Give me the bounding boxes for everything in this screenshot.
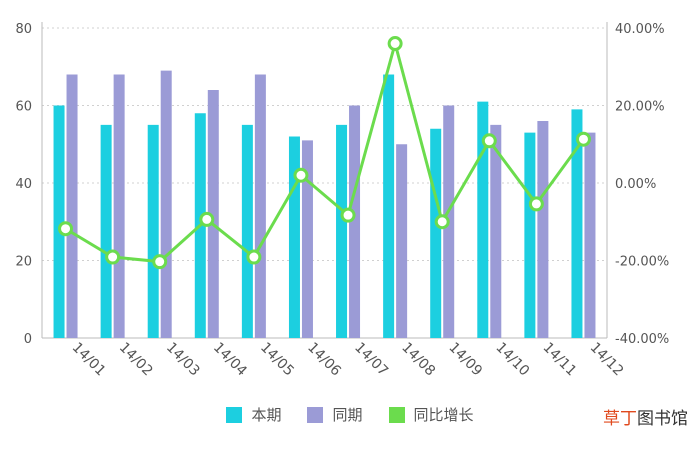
growth-point[interactable] xyxy=(528,196,544,212)
bar-prior[interactable] xyxy=(349,105,361,339)
bar-prior[interactable] xyxy=(66,74,78,339)
bar-prior[interactable] xyxy=(113,74,125,339)
bar-current[interactable] xyxy=(288,136,300,339)
bar-current[interactable] xyxy=(336,124,348,338)
y-right-tick-label: 40.00% xyxy=(615,22,665,37)
x-tick-label: 14/08 xyxy=(398,340,438,380)
bar-prior[interactable] xyxy=(490,124,502,338)
bar-prior[interactable] xyxy=(301,140,313,338)
bar-current[interactable] xyxy=(430,128,442,338)
x-tick-label: 14/06 xyxy=(304,340,344,380)
growth-point[interactable] xyxy=(199,211,215,227)
growth-point[interactable] xyxy=(58,221,74,237)
growth-point[interactable] xyxy=(152,254,168,270)
y-left-tick-label: 0 xyxy=(24,332,32,347)
bar-current[interactable] xyxy=(571,109,583,338)
x-tick-label: 14/09 xyxy=(445,340,485,380)
y-right-tick-label: 20.00% xyxy=(615,100,665,115)
legend-swatch-prior xyxy=(307,406,324,423)
growth-point[interactable] xyxy=(340,207,356,223)
bar-current[interactable] xyxy=(477,101,489,338)
growth-point[interactable] xyxy=(434,214,450,230)
legend-label-current: 本期 xyxy=(251,406,282,424)
x-tick-label: 14/01 xyxy=(69,340,109,380)
bar-prior[interactable] xyxy=(584,132,596,338)
x-tick-label: 14/04 xyxy=(210,340,250,380)
legend-swatch-growth xyxy=(388,406,405,423)
bar-current[interactable] xyxy=(241,124,253,338)
x-tick-label: 14/05 xyxy=(257,340,297,380)
growth-point[interactable] xyxy=(293,167,309,183)
axes xyxy=(41,22,608,339)
watermark: 草丁图书馆 xyxy=(603,404,688,429)
grid-lines xyxy=(42,27,607,261)
legend-swatch-current xyxy=(226,406,243,423)
legend-item-prior[interactable]: 同期 xyxy=(307,404,363,425)
growth-point[interactable] xyxy=(387,36,403,51)
bar-current[interactable] xyxy=(147,124,159,338)
bar-current[interactable] xyxy=(53,105,65,339)
y-right-tick-label: -40.00% xyxy=(615,332,669,347)
growth-line xyxy=(58,36,591,270)
bar-current[interactable] xyxy=(100,124,112,338)
growth-point[interactable] xyxy=(246,249,262,265)
x-tick-label: 14/02 xyxy=(116,340,156,380)
y-left-tick-label: 40 xyxy=(15,177,32,192)
watermark-accent: 草丁 xyxy=(603,409,637,429)
combo-chart: 0 20 40 60 80 -40.00% -20.00% 0.00% 20.00% 40.00%… xyxy=(15,22,669,380)
legend-label-prior: 同期 xyxy=(332,406,363,424)
legend-item-growth[interactable]: 同比增长 xyxy=(388,404,474,425)
x-tick-label: 14/10 xyxy=(492,340,532,380)
legend: 本期 同期 同比增长 xyxy=(0,404,700,425)
bar-prior[interactable] xyxy=(160,70,172,338)
legend-label-growth: 同比增长 xyxy=(413,406,474,424)
y-left-tick-label: 80 xyxy=(15,22,32,37)
x-tick-label: 14/11 xyxy=(540,340,580,380)
bar-current[interactable] xyxy=(524,132,536,338)
legend-item-current[interactable]: 本期 xyxy=(226,404,281,425)
y-left-tick-label: 20 xyxy=(15,255,32,270)
y-left-tick-label: 60 xyxy=(15,100,32,115)
bar-current[interactable] xyxy=(383,74,395,339)
x-tick-label: 14/03 xyxy=(163,340,203,380)
watermark-rest: 图书馆 xyxy=(637,409,688,429)
bar-prior[interactable] xyxy=(537,121,549,338)
bar-prior[interactable] xyxy=(396,144,408,338)
y-right-tick-label: -20.00% xyxy=(615,255,669,270)
bar-prior[interactable] xyxy=(254,74,266,339)
growth-polyline xyxy=(64,42,585,264)
bar-prior[interactable] xyxy=(207,90,219,338)
y-right-tick-label: 0.00% xyxy=(615,177,656,192)
growth-point[interactable] xyxy=(575,131,591,147)
growth-point[interactable] xyxy=(481,133,497,149)
bars xyxy=(53,70,596,339)
x-tick-label: 14/07 xyxy=(351,340,391,380)
growth-point[interactable] xyxy=(105,249,121,265)
